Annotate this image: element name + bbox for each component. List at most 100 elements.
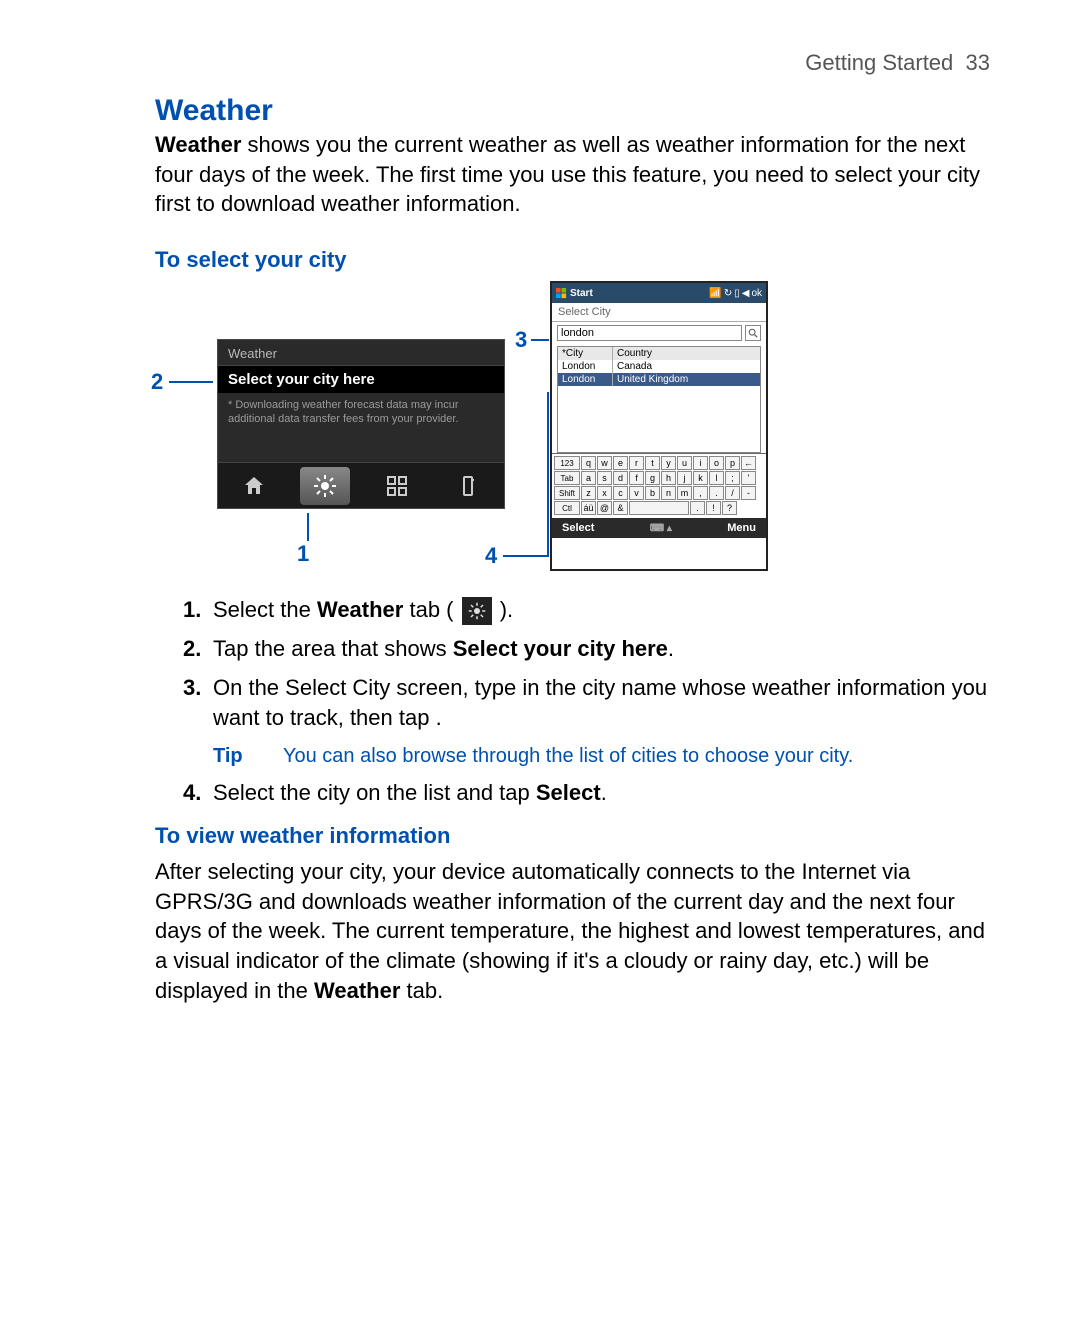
key-ctl[interactable]: Ctl bbox=[554, 501, 580, 515]
weather-widget-screenshot: Weather Select your city here * Download… bbox=[217, 339, 505, 509]
key[interactable]: ! bbox=[706, 501, 721, 515]
select-city-prompt[interactable]: Select your city here bbox=[218, 366, 504, 393]
callout-4: 4 bbox=[485, 543, 497, 569]
key-space[interactable] bbox=[629, 501, 689, 515]
key[interactable]: e bbox=[613, 456, 628, 470]
phone-icon bbox=[456, 474, 480, 498]
header-page-number: 33 bbox=[966, 50, 990, 75]
subheading-view-weather: To view weather information bbox=[155, 823, 990, 849]
key[interactable]: . bbox=[690, 501, 705, 515]
key[interactable]: m bbox=[677, 486, 692, 500]
key[interactable]: 123 bbox=[554, 456, 580, 470]
key[interactable]: y bbox=[661, 456, 676, 470]
key[interactable]: ' bbox=[741, 471, 756, 485]
key[interactable]: z bbox=[581, 486, 596, 500]
step-bold: Select bbox=[536, 780, 601, 805]
signal-icon: 📶 bbox=[709, 288, 721, 299]
step-body: Tap the area that shows Select your city… bbox=[213, 634, 990, 665]
key[interactable]: r bbox=[629, 456, 644, 470]
key[interactable]: ; bbox=[725, 471, 740, 485]
key-row: Ctl áü @ & . ! ? bbox=[554, 501, 764, 515]
home-icon bbox=[242, 474, 266, 498]
key[interactable]: b bbox=[645, 486, 660, 500]
key-tab[interactable]: Tab bbox=[554, 471, 580, 485]
key[interactable]: c bbox=[613, 486, 628, 500]
weather-tab-icon-inline bbox=[462, 597, 492, 625]
status-icons: 📶 ↻ ▯ ◀ ok bbox=[709, 288, 762, 299]
step-text: ). bbox=[494, 597, 514, 622]
weather-tab[interactable] bbox=[300, 467, 350, 505]
widget-tabbar bbox=[218, 462, 504, 508]
key[interactable]: x bbox=[597, 486, 612, 500]
key[interactable]: j bbox=[677, 471, 692, 485]
key[interactable]: f bbox=[629, 471, 644, 485]
table-row[interactable]: London Canada bbox=[558, 360, 760, 373]
key[interactable]: s bbox=[597, 471, 612, 485]
para-bold: Weather bbox=[314, 978, 400, 1003]
key[interactable]: ? bbox=[722, 501, 737, 515]
key[interactable]: h bbox=[661, 471, 676, 485]
ok-button[interactable]: ok bbox=[751, 288, 762, 299]
search-row bbox=[552, 322, 766, 344]
key[interactable]: v bbox=[629, 486, 644, 500]
apps-tab[interactable] bbox=[372, 467, 422, 505]
key[interactable]: w bbox=[597, 456, 612, 470]
key[interactable]: . bbox=[709, 486, 724, 500]
onscreen-keyboard[interactable]: 123 q w e r t y u i o p ← Tab a s bbox=[552, 453, 766, 518]
softkey-sip[interactable]: ⌨ ▴ bbox=[650, 523, 672, 534]
key-shift[interactable]: Shift bbox=[554, 486, 580, 500]
select-city-label: Select City bbox=[552, 303, 766, 322]
key-backspace[interactable]: ← bbox=[741, 456, 756, 470]
header-section: Getting Started bbox=[805, 50, 953, 75]
key[interactable]: k bbox=[693, 471, 708, 485]
key[interactable]: a bbox=[581, 471, 596, 485]
key[interactable]: g bbox=[645, 471, 660, 485]
softkey-select[interactable]: Select bbox=[562, 522, 594, 534]
start-label: Start bbox=[570, 288, 593, 299]
key[interactable]: & bbox=[613, 501, 628, 515]
magnifier-icon bbox=[748, 328, 758, 338]
start-button[interactable]: Start bbox=[556, 288, 593, 299]
tip-text: You can also browse through the list of … bbox=[283, 742, 853, 770]
key[interactable]: o bbox=[709, 456, 724, 470]
step-text: tab ( bbox=[403, 597, 459, 622]
grid-icon bbox=[385, 474, 409, 498]
key[interactable]: t bbox=[645, 456, 660, 470]
callout-line-4 bbox=[503, 555, 549, 557]
windows-icon bbox=[556, 288, 567, 299]
phone-tab[interactable] bbox=[443, 467, 493, 505]
key[interactable]: @ bbox=[597, 501, 612, 515]
city-table: *City Country London Canada London Unite… bbox=[557, 346, 761, 453]
softkey-menu[interactable]: Menu bbox=[727, 522, 756, 534]
key[interactable]: i bbox=[693, 456, 708, 470]
intro-rest: shows you the current weather as well as… bbox=[155, 132, 980, 216]
key[interactable]: d bbox=[613, 471, 628, 485]
step-2: 2. Tap the area that shows Select your c… bbox=[183, 634, 990, 665]
tip-label: Tip bbox=[213, 742, 283, 770]
search-button[interactable] bbox=[745, 325, 761, 341]
key[interactable]: / bbox=[725, 486, 740, 500]
step-body: On the Select City screen, type in the c… bbox=[213, 673, 990, 735]
key[interactable]: u bbox=[677, 456, 692, 470]
para-text: tab. bbox=[400, 978, 443, 1003]
key[interactable]: - bbox=[741, 486, 756, 500]
step-text: Tap the area that shows bbox=[213, 636, 453, 661]
step-body: Select the city on the list and tap Sele… bbox=[213, 778, 990, 809]
home-tab[interactable] bbox=[229, 467, 279, 505]
intro-paragraph: Weather shows you the current weather as… bbox=[155, 130, 990, 219]
key[interactable]: q bbox=[581, 456, 596, 470]
key[interactable]: , bbox=[693, 486, 708, 500]
key[interactable]: áü bbox=[581, 501, 596, 515]
steps-list: 1. Select the Weather tab ( ). 2. Tap th… bbox=[183, 595, 990, 809]
speaker-icon: ◀ bbox=[742, 288, 750, 299]
key-row: 123 q w e r t y u i o p ← bbox=[554, 456, 764, 470]
city-search-input[interactable] bbox=[557, 325, 742, 341]
key[interactable]: n bbox=[661, 486, 676, 500]
key[interactable]: p bbox=[725, 456, 740, 470]
section-title: Weather bbox=[155, 94, 990, 128]
select-city-screenshot: Start 📶 ↻ ▯ ◀ ok Select City *C bbox=[550, 281, 768, 571]
key[interactable]: l bbox=[709, 471, 724, 485]
table-row-selected[interactable]: London United Kingdom bbox=[558, 373, 760, 386]
step-text: . bbox=[668, 636, 674, 661]
col-city: *City bbox=[558, 347, 613, 360]
